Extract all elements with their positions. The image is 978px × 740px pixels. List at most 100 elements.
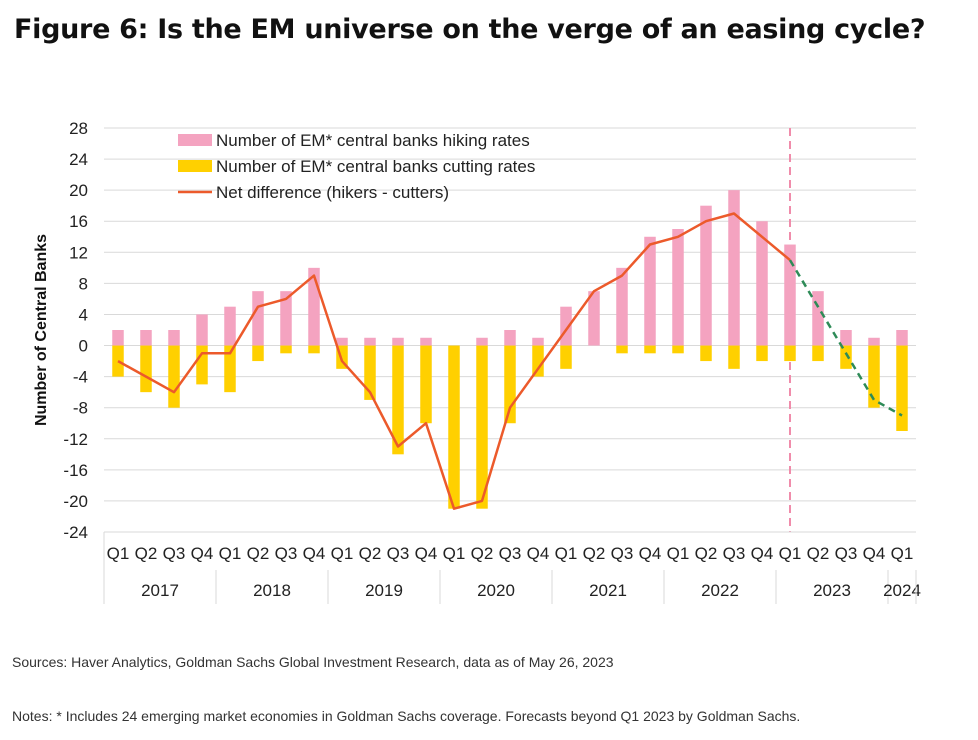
sources-note: Sources: Haver Analytics, Goldman Sachs …	[12, 654, 614, 670]
x-tick-label: Q4	[303, 544, 326, 563]
hiking-bar	[840, 330, 852, 346]
hiking-bar	[336, 337, 348, 346]
x-tick-label: Q4	[751, 544, 774, 563]
hiking-bar	[784, 244, 796, 346]
x-tick-label: Q2	[583, 544, 606, 563]
hiking-bar	[392, 337, 404, 346]
y-tick-label: -24	[63, 523, 88, 542]
year-label: 2022	[701, 581, 739, 600]
hiking-bar	[420, 337, 432, 346]
x-tick-label: Q3	[611, 544, 634, 563]
y-tick-label: 12	[69, 243, 88, 262]
net-difference-line	[117, 212, 791, 510]
year-label: 2020	[477, 581, 515, 600]
hiking-bar	[896, 330, 908, 346]
year-label: 2024	[883, 581, 921, 600]
x-tick-label: Q2	[359, 544, 382, 563]
year-label: 2021	[589, 581, 627, 600]
y-tick-label: 0	[79, 337, 88, 356]
cutting-bar	[140, 345, 152, 393]
x-tick-label: Q1	[555, 544, 578, 563]
x-tick-label: Q1	[219, 544, 242, 563]
x-tick-label: Q1	[443, 544, 466, 563]
legend-cutting-swatch	[178, 160, 212, 172]
cutting-bar	[448, 345, 460, 509]
cutting-bar	[728, 345, 740, 369]
hiking-bar	[280, 291, 292, 346]
x-tick-label: Q3	[835, 544, 858, 563]
hiking-bar	[700, 205, 712, 346]
x-tick-label: Q2	[471, 544, 494, 563]
legend: Number of EM* central banks hiking rates…	[178, 131, 535, 202]
cutting-bar	[196, 345, 208, 385]
x-tick-label: Q4	[863, 544, 886, 563]
cutting-bar	[672, 345, 684, 354]
hiking-bar	[644, 236, 656, 346]
x-tick-label: Q1	[667, 544, 690, 563]
hiking-bar	[672, 229, 684, 346]
cutting-bar	[476, 345, 488, 509]
x-tick-label: Q4	[415, 544, 438, 563]
cutting-bar	[812, 345, 824, 362]
x-tick-label: Q2	[135, 544, 158, 563]
hiking-bar	[168, 330, 180, 346]
cutting-bar	[112, 345, 124, 377]
y-tick-label: 8	[79, 274, 88, 293]
cutting-bar	[308, 345, 320, 354]
x-axis: Q1 Q2 Q3 Q4 Q1 Q2 Q3 Q4 Q1 Q2 Q3 Q4 Q1 Q2 Q3 Q4 Q1 Q2 Q3 Q4…	[103, 531, 921, 604]
y-tick-label: 28	[69, 119, 88, 138]
hiking-bar	[728, 190, 740, 346]
hiking-bar	[196, 314, 208, 346]
x-tick-label: Q3	[163, 544, 186, 563]
y-tick-label: 24	[69, 150, 88, 169]
x-tick-label: Q3	[499, 544, 522, 563]
cutting-bar	[756, 345, 768, 362]
cutting-bar	[644, 345, 656, 354]
hiking-bar	[532, 337, 544, 346]
hiking-bar	[364, 337, 376, 346]
x-tick-label: Q4	[191, 544, 214, 563]
cutting-bar	[840, 345, 852, 369]
hiking-bar	[560, 306, 572, 346]
hiking-bar	[588, 291, 600, 346]
cutting-bar	[560, 345, 572, 369]
y-tick-label: 20	[69, 181, 88, 200]
figure-title: Figure 6: Is the EM universe on the verg…	[14, 14, 926, 45]
x-tick-label: Q2	[247, 544, 270, 563]
hiking-bar	[252, 291, 264, 346]
legend-label: Number of EM* central banks hiking rates	[216, 131, 530, 150]
hiking-bar	[616, 267, 628, 346]
legend-hiking-swatch	[178, 134, 212, 146]
hiking-bar	[868, 337, 880, 346]
cutting-bar	[364, 345, 376, 400]
lines	[117, 212, 903, 510]
x-tick-label: Q1	[107, 544, 130, 563]
x-tick-label: Q1	[331, 544, 354, 563]
y-axis: 28 24 20 16 12 8 4 0 -4 -8 -12 -16 -20 -24	[63, 119, 88, 542]
year-label: 2023	[813, 581, 851, 600]
cutting-bar	[896, 345, 908, 431]
hiking-bar	[812, 291, 824, 346]
hiking-bar	[224, 306, 236, 346]
y-tick-label: -16	[63, 461, 88, 480]
x-tick-label: Q3	[275, 544, 298, 563]
cutting-bar	[168, 345, 180, 408]
y-tick-label: 4	[79, 305, 88, 324]
year-label: 2017	[141, 581, 179, 600]
x-tick-label: Q2	[695, 544, 718, 563]
year-label: 2018	[253, 581, 291, 600]
x-tick-label: Q3	[723, 544, 746, 563]
hiking-bar	[112, 330, 124, 346]
y-tick-label: 16	[69, 212, 88, 231]
cutting-bar	[280, 345, 292, 354]
cutting-bar	[504, 345, 516, 424]
x-tick-label: Q2	[807, 544, 830, 563]
cutting-bar	[700, 345, 712, 362]
hiking-bar	[140, 330, 152, 346]
legend-label: Number of EM* central banks cutting rate…	[216, 157, 535, 176]
legend-label: Net difference (hikers - cutters)	[216, 183, 449, 202]
cutting-bar	[616, 345, 628, 354]
cutting-bar	[784, 345, 796, 362]
cutting-bar	[868, 345, 880, 408]
notes-footnote: Notes: * Includes 24 emerging market eco…	[12, 708, 801, 724]
